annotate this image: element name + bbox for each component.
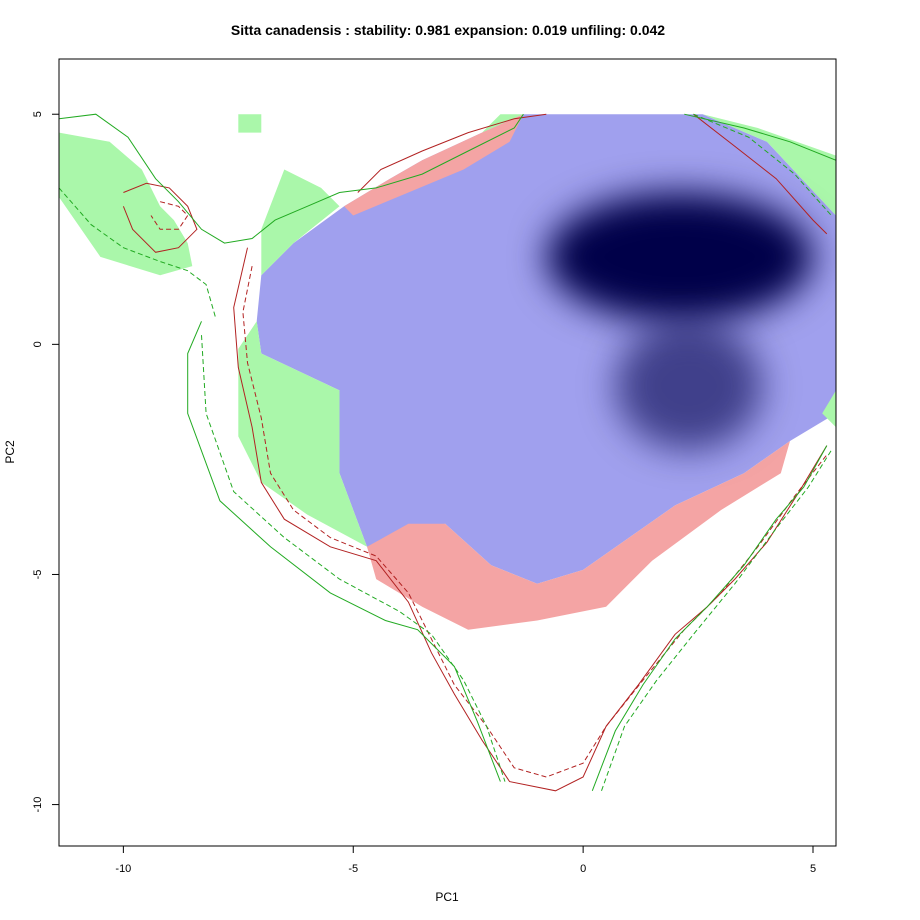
y-tick-label: -5: [32, 570, 44, 580]
density-peak-1: [615, 321, 763, 451]
invaded-contour-12: [684, 113, 836, 161]
native-contour-5: [693, 113, 828, 235]
native-contour-2: [122, 182, 198, 253]
density-shading: [546, 192, 814, 451]
contour-lines: [59, 113, 836, 792]
x-tick-label: -5: [348, 863, 358, 875]
invaded-contour-6: [59, 113, 524, 244]
x-tick-label: -10: [115, 863, 131, 875]
expansion-region-5: [702, 114, 836, 216]
x-tick-label: 0: [580, 863, 586, 875]
chart-title: Sitta canadensis : stability: 0.981 expa…: [231, 22, 665, 38]
y-tick-label: 0: [32, 341, 44, 347]
unfilling-region-8: [344, 114, 524, 216]
invaded-contour-9: [201, 335, 506, 782]
native-contour-4: [357, 113, 547, 193]
expansion-region-3: [238, 321, 367, 547]
invaded-contour-11: [601, 449, 832, 791]
expansion-region-6: [822, 390, 836, 428]
expansion-region-1: [59, 132, 193, 276]
invaded-contour-10: [591, 445, 828, 791]
native-contour-3: [150, 201, 189, 230]
y-tick-label: 5: [32, 111, 44, 117]
y-axis-label: PC2: [3, 440, 17, 464]
y-tick-label: -10: [32, 797, 44, 813]
unfilling-region-9: [367, 441, 790, 630]
invaded-contour-7: [59, 187, 216, 317]
invaded-contour-8: [187, 321, 501, 782]
y-axis: 5 0 -5 -10: [32, 111, 60, 813]
invaded-contour-13: [693, 113, 832, 216]
x-tick-label: 5: [810, 863, 816, 875]
expansion-region-2: [261, 169, 340, 276]
x-axis-label: PC1: [435, 890, 459, 904]
expansion-region-7: [238, 114, 262, 133]
density-peak-0: [546, 192, 814, 322]
x-axis: -10 -5 0 5: [115, 845, 816, 875]
